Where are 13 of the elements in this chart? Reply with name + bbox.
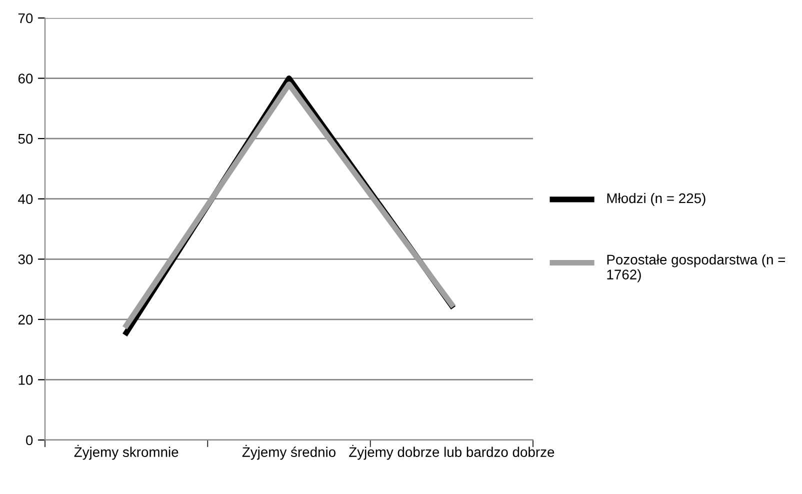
legend-label: Młodzi (n = 225) xyxy=(607,192,706,206)
x-tick-label: Żyjemy skromnie xyxy=(74,444,178,460)
y-tick-label: 70 xyxy=(18,13,33,24)
y-tick-label: 20 xyxy=(18,314,33,325)
y-tick-label: 30 xyxy=(18,254,33,264)
x-tick-label: Żyjemy dobrze lub bardzo dobrze xyxy=(349,444,554,460)
y-tick-label: 60 xyxy=(18,74,33,84)
y-tick-label: 0 xyxy=(26,435,33,446)
x-tick-label: Żyjemy średnio xyxy=(242,444,336,460)
y-tick-label: 50 xyxy=(18,134,33,144)
y-tick-label: 10 xyxy=(18,375,33,385)
y-tick-label: 40 xyxy=(18,194,33,204)
legend-label: Pozostałe gospodarstwa (n = 1762) xyxy=(607,254,786,282)
